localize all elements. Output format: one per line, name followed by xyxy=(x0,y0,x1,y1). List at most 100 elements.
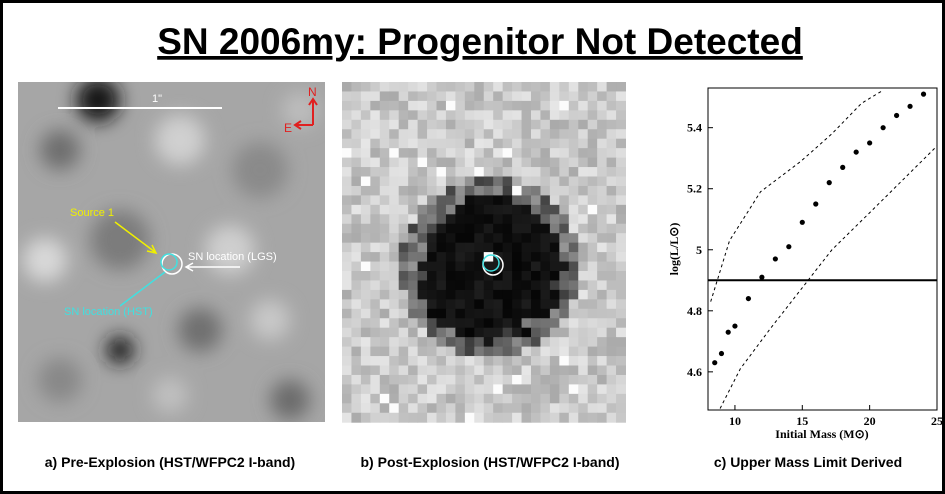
image-pixel xyxy=(616,375,626,385)
image-pixel xyxy=(531,356,541,366)
image-pixel xyxy=(503,337,513,347)
caption: a) Pre-Explosion (HST/WFPC2 I-band) xyxy=(45,454,295,470)
image-pixel xyxy=(607,262,617,272)
image-pixel xyxy=(389,309,399,319)
image-pixel xyxy=(351,167,361,177)
image-pixel xyxy=(540,120,550,130)
image-pixel xyxy=(446,195,456,205)
image-pixel xyxy=(465,177,475,187)
image-pixel xyxy=(474,375,484,385)
image-pixel xyxy=(361,384,371,394)
image-pixel xyxy=(588,82,598,92)
image-pixel xyxy=(559,394,569,404)
image-pixel xyxy=(531,129,541,139)
image-pixel xyxy=(540,167,550,177)
image-pixel xyxy=(578,158,588,168)
image-pixel xyxy=(465,224,475,234)
image-pixel xyxy=(474,195,484,205)
image-pixel xyxy=(512,101,522,111)
image-pixel xyxy=(455,375,465,385)
image-pixel xyxy=(531,243,541,253)
image-pixel xyxy=(370,233,380,243)
image-pixel xyxy=(616,403,626,413)
image-pixel xyxy=(474,167,484,177)
image-pixel xyxy=(370,280,380,290)
image-pixel xyxy=(512,290,522,300)
image-pixel xyxy=(427,309,437,319)
image-pixel xyxy=(569,384,579,394)
image-pixel xyxy=(616,158,626,168)
image-pixel xyxy=(418,347,428,357)
image-pixel xyxy=(437,347,447,357)
image-pixel xyxy=(559,91,569,101)
image-pixel xyxy=(446,337,456,347)
image-pixel xyxy=(540,413,550,423)
image-pixel xyxy=(342,158,352,168)
image-pixel xyxy=(370,271,380,281)
image-pixel xyxy=(522,148,532,158)
image-pixel xyxy=(418,375,428,385)
image-pixel xyxy=(578,177,588,187)
image-pixel xyxy=(503,252,513,262)
image-pixel xyxy=(465,158,475,168)
image-pixel xyxy=(512,271,522,281)
image-pixel xyxy=(418,243,428,253)
image-pixel xyxy=(484,243,494,253)
image-pixel xyxy=(559,139,569,149)
image-pixel xyxy=(455,110,465,120)
image-pixel xyxy=(484,403,494,413)
image-pixel xyxy=(465,384,475,394)
image-pixel xyxy=(455,394,465,404)
y-tick-label: 4.8 xyxy=(687,304,702,318)
image-pixel xyxy=(616,214,626,224)
image-pixel xyxy=(531,309,541,319)
image-pixel xyxy=(588,214,598,224)
image-pixel xyxy=(540,328,550,338)
image-pixel xyxy=(465,252,475,262)
image-pixel xyxy=(569,167,579,177)
image-pixel xyxy=(474,384,484,394)
image-pixel xyxy=(503,356,513,366)
image-pixel xyxy=(361,262,371,272)
image-pixel xyxy=(484,177,494,187)
image-pixel xyxy=(588,148,598,158)
image-pixel xyxy=(427,233,437,243)
image-pixel xyxy=(370,139,380,149)
image-pixel xyxy=(588,158,598,168)
image-pixel xyxy=(484,233,494,243)
image-pixel xyxy=(380,214,390,224)
image-pixel xyxy=(342,186,352,196)
image-pixel xyxy=(522,82,532,92)
image-pixel xyxy=(512,375,522,385)
image-pixel xyxy=(607,205,617,215)
image-pixel xyxy=(446,271,456,281)
image-pixel xyxy=(522,167,532,177)
image-pixel xyxy=(361,299,371,309)
image-pixel xyxy=(503,366,513,376)
image-pixel xyxy=(531,214,541,224)
image-pixel xyxy=(437,195,447,205)
image-pixel xyxy=(522,101,532,111)
image-pixel xyxy=(512,366,522,376)
image-pixel xyxy=(531,366,541,376)
image-pixel xyxy=(465,290,475,300)
image-pixel xyxy=(484,91,494,101)
image-pixel xyxy=(370,309,380,319)
image-pixel xyxy=(550,299,560,309)
image-pixel xyxy=(597,318,607,328)
image-pixel xyxy=(484,129,494,139)
image-pixel xyxy=(522,366,532,376)
image-pixel xyxy=(493,148,503,158)
image-pixel xyxy=(550,167,560,177)
image-pixel xyxy=(418,356,428,366)
image-pixel xyxy=(493,101,503,111)
image-pixel xyxy=(427,271,437,281)
image-pixel xyxy=(389,318,399,328)
image-pixel xyxy=(493,158,503,168)
image-pixel xyxy=(408,262,418,272)
image-pixel xyxy=(522,290,532,300)
image-pixel xyxy=(559,299,569,309)
image-pixel xyxy=(380,318,390,328)
image-pixel xyxy=(578,318,588,328)
image-pixel xyxy=(559,271,569,281)
